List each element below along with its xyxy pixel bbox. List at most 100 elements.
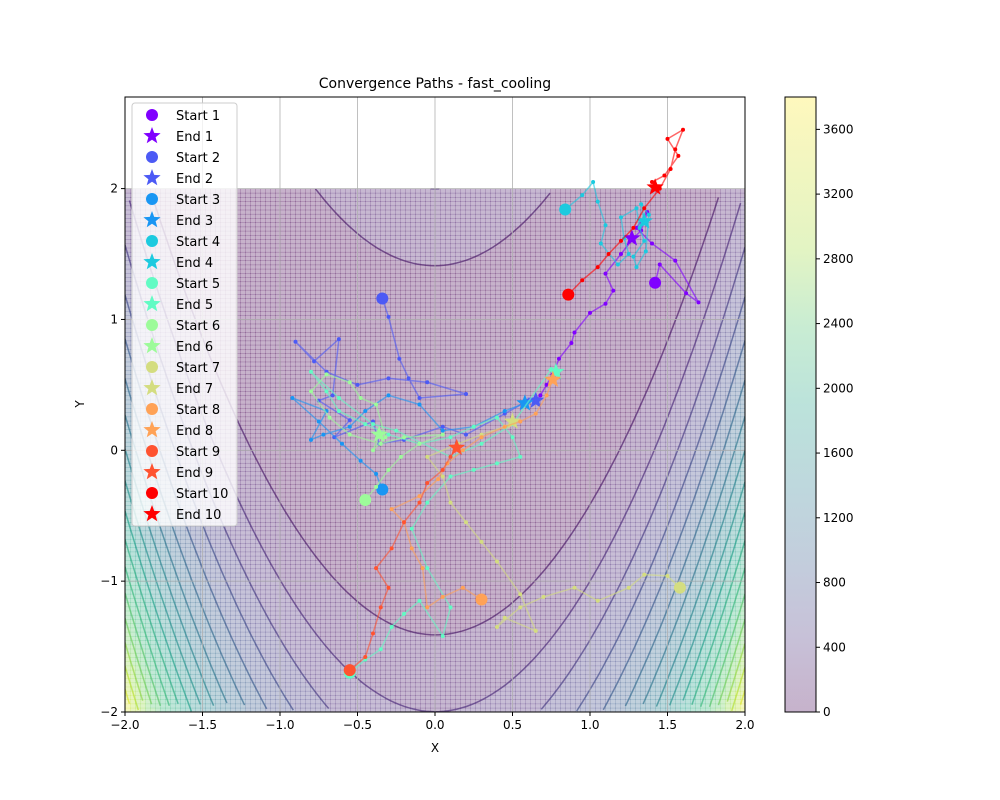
contour-cell [185, 707, 191, 712]
contour-cell [235, 353, 241, 359]
contour-cell [295, 602, 301, 608]
contour-cell [255, 378, 261, 384]
contour-cell [300, 454, 306, 460]
contour-cell [190, 526, 196, 532]
contour-cell [285, 344, 291, 350]
contour-cell [265, 239, 271, 245]
contour-cell [320, 285, 326, 291]
contour-cell [185, 678, 191, 684]
contour-cell [295, 336, 301, 342]
contour-cell [240, 441, 246, 447]
contour-cell [215, 534, 221, 540]
contour-cell [325, 598, 331, 603]
contour-cell [295, 530, 301, 536]
contour-cell [180, 602, 186, 608]
contour-cell [210, 538, 216, 544]
contour-cell [300, 538, 306, 544]
contour-cell [250, 268, 256, 274]
contour-cell [310, 273, 316, 278]
contour-cell [275, 218, 281, 223]
contour-cell [260, 623, 266, 629]
contour-cell [290, 403, 296, 409]
contour-cell [280, 353, 286, 359]
contour-cell [315, 289, 321, 295]
contour-cell [215, 576, 221, 582]
contour-cell [185, 690, 191, 696]
contour-cell [280, 441, 286, 447]
contour-cell [275, 699, 281, 705]
contour-cell [290, 695, 296, 700]
contour-cell [275, 429, 281, 435]
contour-cell [155, 530, 161, 536]
contour-cell [125, 370, 131, 375]
contour-cell [125, 665, 131, 671]
contour-cell [175, 690, 181, 696]
contour-cell [255, 268, 261, 274]
contour-cell [155, 606, 161, 612]
contour-cell [170, 585, 176, 591]
contour-cell [195, 703, 201, 709]
contour-cell [265, 598, 271, 603]
contour-cell [280, 230, 286, 236]
contour-cell [320, 644, 326, 650]
contour-cell [290, 446, 296, 451]
contour-cell [305, 534, 311, 540]
contour-cell [230, 530, 236, 536]
contour-cell [250, 610, 256, 616]
contour-cell [275, 517, 281, 523]
contour-cell [250, 403, 256, 409]
contour-cell [165, 606, 171, 612]
contour-cell [215, 555, 221, 561]
contour-cell [320, 627, 326, 633]
contour-cell [150, 564, 156, 570]
contour-cell [125, 467, 131, 472]
contour-cell [265, 386, 271, 392]
contour-cell [140, 686, 146, 692]
contour-cell [275, 437, 281, 443]
contour-cell [140, 530, 146, 536]
contour-cell [265, 243, 271, 249]
contour-cell [165, 555, 171, 561]
contour-cell [160, 623, 166, 629]
contour-cell [250, 513, 256, 519]
contour-cell [315, 686, 321, 692]
contour-cell [255, 492, 261, 498]
contour-cell [135, 614, 141, 620]
contour-cell [315, 403, 321, 409]
contour-cell [280, 475, 286, 481]
contour-cell [295, 361, 301, 367]
contour-cell [285, 403, 291, 409]
contour-cell [315, 281, 321, 287]
contour-cell [155, 623, 161, 629]
contour-cell [315, 450, 321, 456]
contour-cell [240, 391, 246, 397]
contour-cell [255, 581, 261, 586]
contour-cell [255, 678, 261, 684]
contour-cell [290, 475, 296, 481]
contour-cell [235, 467, 241, 472]
contour-cell [245, 665, 251, 671]
contour-cell [280, 273, 286, 278]
contour-cell [310, 513, 316, 519]
contour-cell [175, 589, 181, 595]
contour-cell [275, 357, 281, 363]
contour-cell [300, 277, 306, 283]
contour-cell [310, 462, 316, 468]
contour-cell [280, 298, 286, 304]
contour-cell [125, 636, 131, 641]
contour-cell [265, 471, 271, 477]
contour-cell [300, 564, 306, 570]
contour-cell [150, 686, 156, 692]
contour-cell [245, 560, 251, 565]
contour-cell [285, 585, 291, 591]
contour-cell [155, 598, 161, 603]
contour-cell [225, 661, 231, 667]
contour-cell [295, 353, 301, 359]
contour-cell [295, 382, 301, 388]
contour-cell [285, 479, 291, 485]
contour-cell [300, 589, 306, 595]
contour-cell [230, 598, 236, 603]
contour-cell [300, 336, 306, 342]
contour-cell [310, 534, 316, 540]
contour-cell [135, 648, 141, 654]
